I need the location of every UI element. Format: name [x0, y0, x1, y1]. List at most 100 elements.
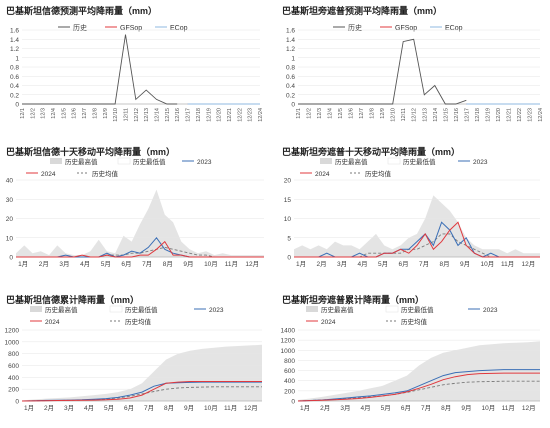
y-tick-label: 0.2 — [286, 92, 295, 99]
x-tick-label: 12/23 — [527, 108, 533, 122]
y-tick-label: 1 — [291, 55, 295, 62]
plot-area: 0 10 20 30 40 1月 2月 3月 4月 5月 6月 7月 8月 9月 10月 11月 12月 — [6, 178, 264, 268]
x-tick-label: 12/16 — [175, 108, 181, 122]
x-tick-label: 5月 — [381, 404, 391, 412]
x-tick-label: 12/3 — [317, 108, 323, 119]
x-tick-label: 12/20 — [217, 108, 223, 122]
y-tick-label: 5 — [287, 235, 291, 242]
series-line-history — [22, 34, 178, 105]
chart-title: 巴基斯坦旁遮普十天移动平均降雨量（mm） — [282, 146, 460, 157]
range-band — [294, 195, 540, 257]
x-tick-label: 7月 — [419, 260, 429, 268]
x-tick-label: 1月 — [296, 260, 306, 268]
chart-punjab-cumulative: 巴基斯坦旁遮普累计降雨量（mm） 历史最高值 历史最低值 2023 2024 历… — [281, 294, 540, 412]
x-tick-label: 9月 — [184, 404, 194, 412]
x-tick-label: 12/15 — [165, 108, 171, 122]
y-tick-label: 0 — [15, 102, 19, 109]
legend: 历史最高值 历史最低值 2023 2024 历史均值 — [30, 305, 224, 326]
legend-label-max: 历史最高值 — [335, 157, 368, 166]
x-tick-label: 11月 — [224, 404, 237, 412]
x-tick-label: 12/4 — [51, 108, 57, 119]
x-tick-label: 1月 — [24, 404, 34, 412]
y-tick-label: 0.8 — [286, 65, 295, 72]
x-tick-label: 12/19 — [206, 108, 212, 122]
y-tick-label: 0.4 — [10, 83, 19, 90]
x-tick-label: 12/6 — [349, 108, 355, 119]
x-tick-label: 6月 — [124, 404, 134, 412]
chart-sindh-forecast: 巴基斯坦信德预测平均降雨量（mm） 历史 GFSop ECop 00.20.40… — [6, 5, 264, 122]
y-tick-label: 1.2 — [10, 46, 19, 53]
legend-swatch-min — [117, 157, 131, 165]
y-tick-label: 800 — [284, 358, 295, 365]
legend: 历史 GFSop ECop — [333, 23, 463, 32]
x-tick-label: 12/22 — [237, 108, 243, 122]
chart-title: 巴基斯坦旁遮普预测平均降雨量（mm） — [282, 5, 442, 16]
legend-label-gfs: GFSop — [120, 25, 142, 32]
plot-area: 0 5 10 15 20 1月 2月 3月 4月 5月 6月 7月 8月 9月 10月 11月 12月 — [284, 178, 540, 268]
x-tick-label: 12/21 — [506, 108, 512, 122]
x-tick-label: 12/12 — [134, 108, 140, 122]
x-tick-label: 12/17 — [186, 108, 192, 122]
x-tick-label: 12/9 — [380, 108, 386, 119]
y-tick-label: 20 — [6, 216, 14, 223]
x-tick-label: 6月 — [121, 260, 131, 268]
x-tick-label: 12月 — [522, 260, 536, 268]
legend-label-min: 历史最低值 — [401, 305, 434, 314]
y-tick-label: 200 — [284, 388, 295, 395]
x-tick-label: 12/6 — [72, 108, 78, 119]
x-tick-label: 12/8 — [370, 108, 376, 119]
legend-label-ec: ECop — [445, 25, 463, 32]
chart-punjab-forecast: 巴基斯坦旁遮普预测平均降雨量（mm） 历史 GFSop ECop 0 0.2 0.4… — [282, 5, 544, 122]
y-tick-label: 0.4 — [286, 83, 295, 90]
y-tick-label: 1.4 — [10, 37, 19, 44]
series-line-history — [298, 38, 467, 105]
x-tick-label: 12/16 — [454, 108, 460, 122]
x-tick-label: 3月 — [337, 260, 347, 268]
y-tick-label: 0 — [9, 255, 13, 262]
legend-label-mean: 历史均值 — [365, 169, 392, 178]
legend-swatch-min — [385, 305, 399, 313]
chart-sindh-cumulative: 巴基斯坦信德累计降雨量（mm） 历史最高值 历史最低值 2023 2024 历史… — [5, 294, 262, 412]
legend-label-min: 历史最低值 — [403, 157, 436, 166]
x-tick-label: 4月 — [358, 260, 368, 268]
x-tick-label: 12/24 — [258, 108, 264, 122]
y-tick-label: 200 — [8, 387, 19, 394]
x-tick-label: 5月 — [378, 260, 388, 268]
y-tick-label: 1000 — [281, 348, 296, 355]
legend-label-max: 历史最高值 — [321, 305, 354, 314]
legend-swatch-max — [306, 306, 318, 312]
y-tick-label: 0.6 — [286, 74, 295, 81]
x-tick-label: 2月 — [320, 404, 330, 412]
x-tick-label: 9月 — [461, 404, 471, 412]
y-tick-label: 30 — [6, 197, 14, 204]
x-tick-label: 3月 — [59, 260, 69, 268]
x-tick-label: 12/18 — [475, 108, 481, 122]
plot-area: 0 0.2 0.4 0.6 0.8 1 1.2 1.4 1.6 12/1 12/2 12/3 12/4 1… — [286, 28, 544, 122]
legend-label-2024: 2024 — [321, 319, 336, 326]
legend-label-mean: 历史均值 — [92, 169, 119, 178]
y-tick-label: 10 — [6, 235, 14, 242]
y-tick-label: 1.6 — [10, 28, 19, 35]
y-tick-label: 0.6 — [10, 74, 19, 81]
x-tick-label: 3月 — [340, 404, 350, 412]
x-tick-label: 12/13 — [422, 108, 428, 122]
x-tick-label: 10月 — [204, 260, 218, 268]
x-tick-label: 12/4 — [328, 108, 334, 119]
x-tick-label: 9月 — [460, 260, 470, 268]
y-tick-label: 1.2 — [286, 46, 295, 53]
x-tick-label: 12月 — [245, 260, 259, 268]
x-tick-label: 12/18 — [196, 108, 202, 122]
chart-title: 巴基斯坦旁遮普累计降雨量（mm） — [282, 294, 424, 305]
legend-swatch-max — [320, 158, 332, 164]
x-tick-label: 12/2 — [307, 108, 313, 119]
x-tick-label: 12/10 — [113, 108, 119, 122]
range-band — [16, 189, 264, 257]
y-tick-label: 20 — [284, 178, 292, 185]
legend-swatch-max — [30, 306, 42, 312]
y-tick-label: 0 — [291, 102, 295, 109]
x-tick-label: 12/11 — [401, 108, 407, 121]
chart-punjab-10day: 巴基斯坦旁遮普十天移动平均降雨量（mm） 历史最高值 历史最低值 2023 20… — [282, 146, 540, 268]
x-tick-label: 12/14 — [433, 108, 439, 122]
x-tick-label: 6月 — [401, 404, 411, 412]
x-tick-label: 7月 — [142, 260, 152, 268]
